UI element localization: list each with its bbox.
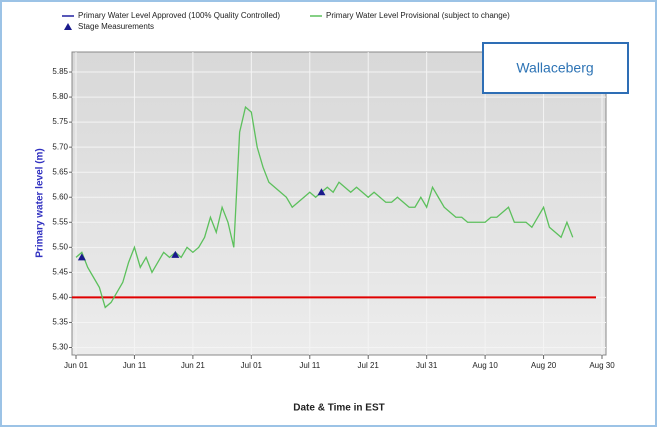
x-tick-label: Jul 31	[416, 361, 438, 370]
legend-label: Stage Measurements	[78, 22, 154, 31]
stage-point	[171, 250, 180, 258]
y-tick-label: 5.75	[52, 117, 68, 126]
x-axis-label: Date & Time in EST	[293, 403, 385, 414]
y-tick-label: 5.60	[52, 192, 68, 201]
legend-label: Primary Water Level Provisional (subject…	[326, 11, 510, 20]
annotation-box	[482, 42, 629, 94]
y-tick-label: 5.45	[52, 267, 68, 276]
data-line	[75, 105, 574, 309]
x-tick-label: Aug 20	[531, 361, 557, 370]
stage-point	[77, 253, 86, 261]
x-tick-label: Jun 11	[123, 361, 147, 370]
y-tick-label: 5.55	[52, 217, 68, 226]
y-tick-label: 5.65	[52, 167, 68, 176]
x-tick-label: Jun 21	[181, 361, 206, 370]
legend-swatch	[64, 23, 72, 30]
y-tick-label: 5.40	[52, 293, 68, 302]
x-tick-label: Jul 21	[358, 361, 380, 370]
y-tick-label: 5.35	[52, 318, 68, 327]
x-tick-label: Jul 01	[241, 361, 263, 370]
annotation: Wallaceberg	[516, 60, 593, 76]
y-tick-label: 5.85	[52, 67, 68, 76]
x-tick-label: Aug 30	[589, 361, 615, 370]
stage-point	[317, 188, 326, 196]
y-tick-label: 5.30	[52, 343, 68, 352]
y-tick-label: 5.50	[52, 242, 68, 251]
plot-area	[71, 51, 607, 356]
x-tick-label: Jul 11	[299, 361, 320, 370]
legend-label: Primary Water Level Approved (100% Quali…	[78, 11, 280, 20]
y-tick-label: 5.80	[52, 92, 68, 101]
y-tick-label: 5.70	[52, 142, 68, 151]
y-axis-label: Primary water level (m)	[35, 148, 46, 258]
x-tick-label: Jun 01	[64, 361, 89, 370]
x-tick-label: Aug 10	[472, 361, 498, 370]
